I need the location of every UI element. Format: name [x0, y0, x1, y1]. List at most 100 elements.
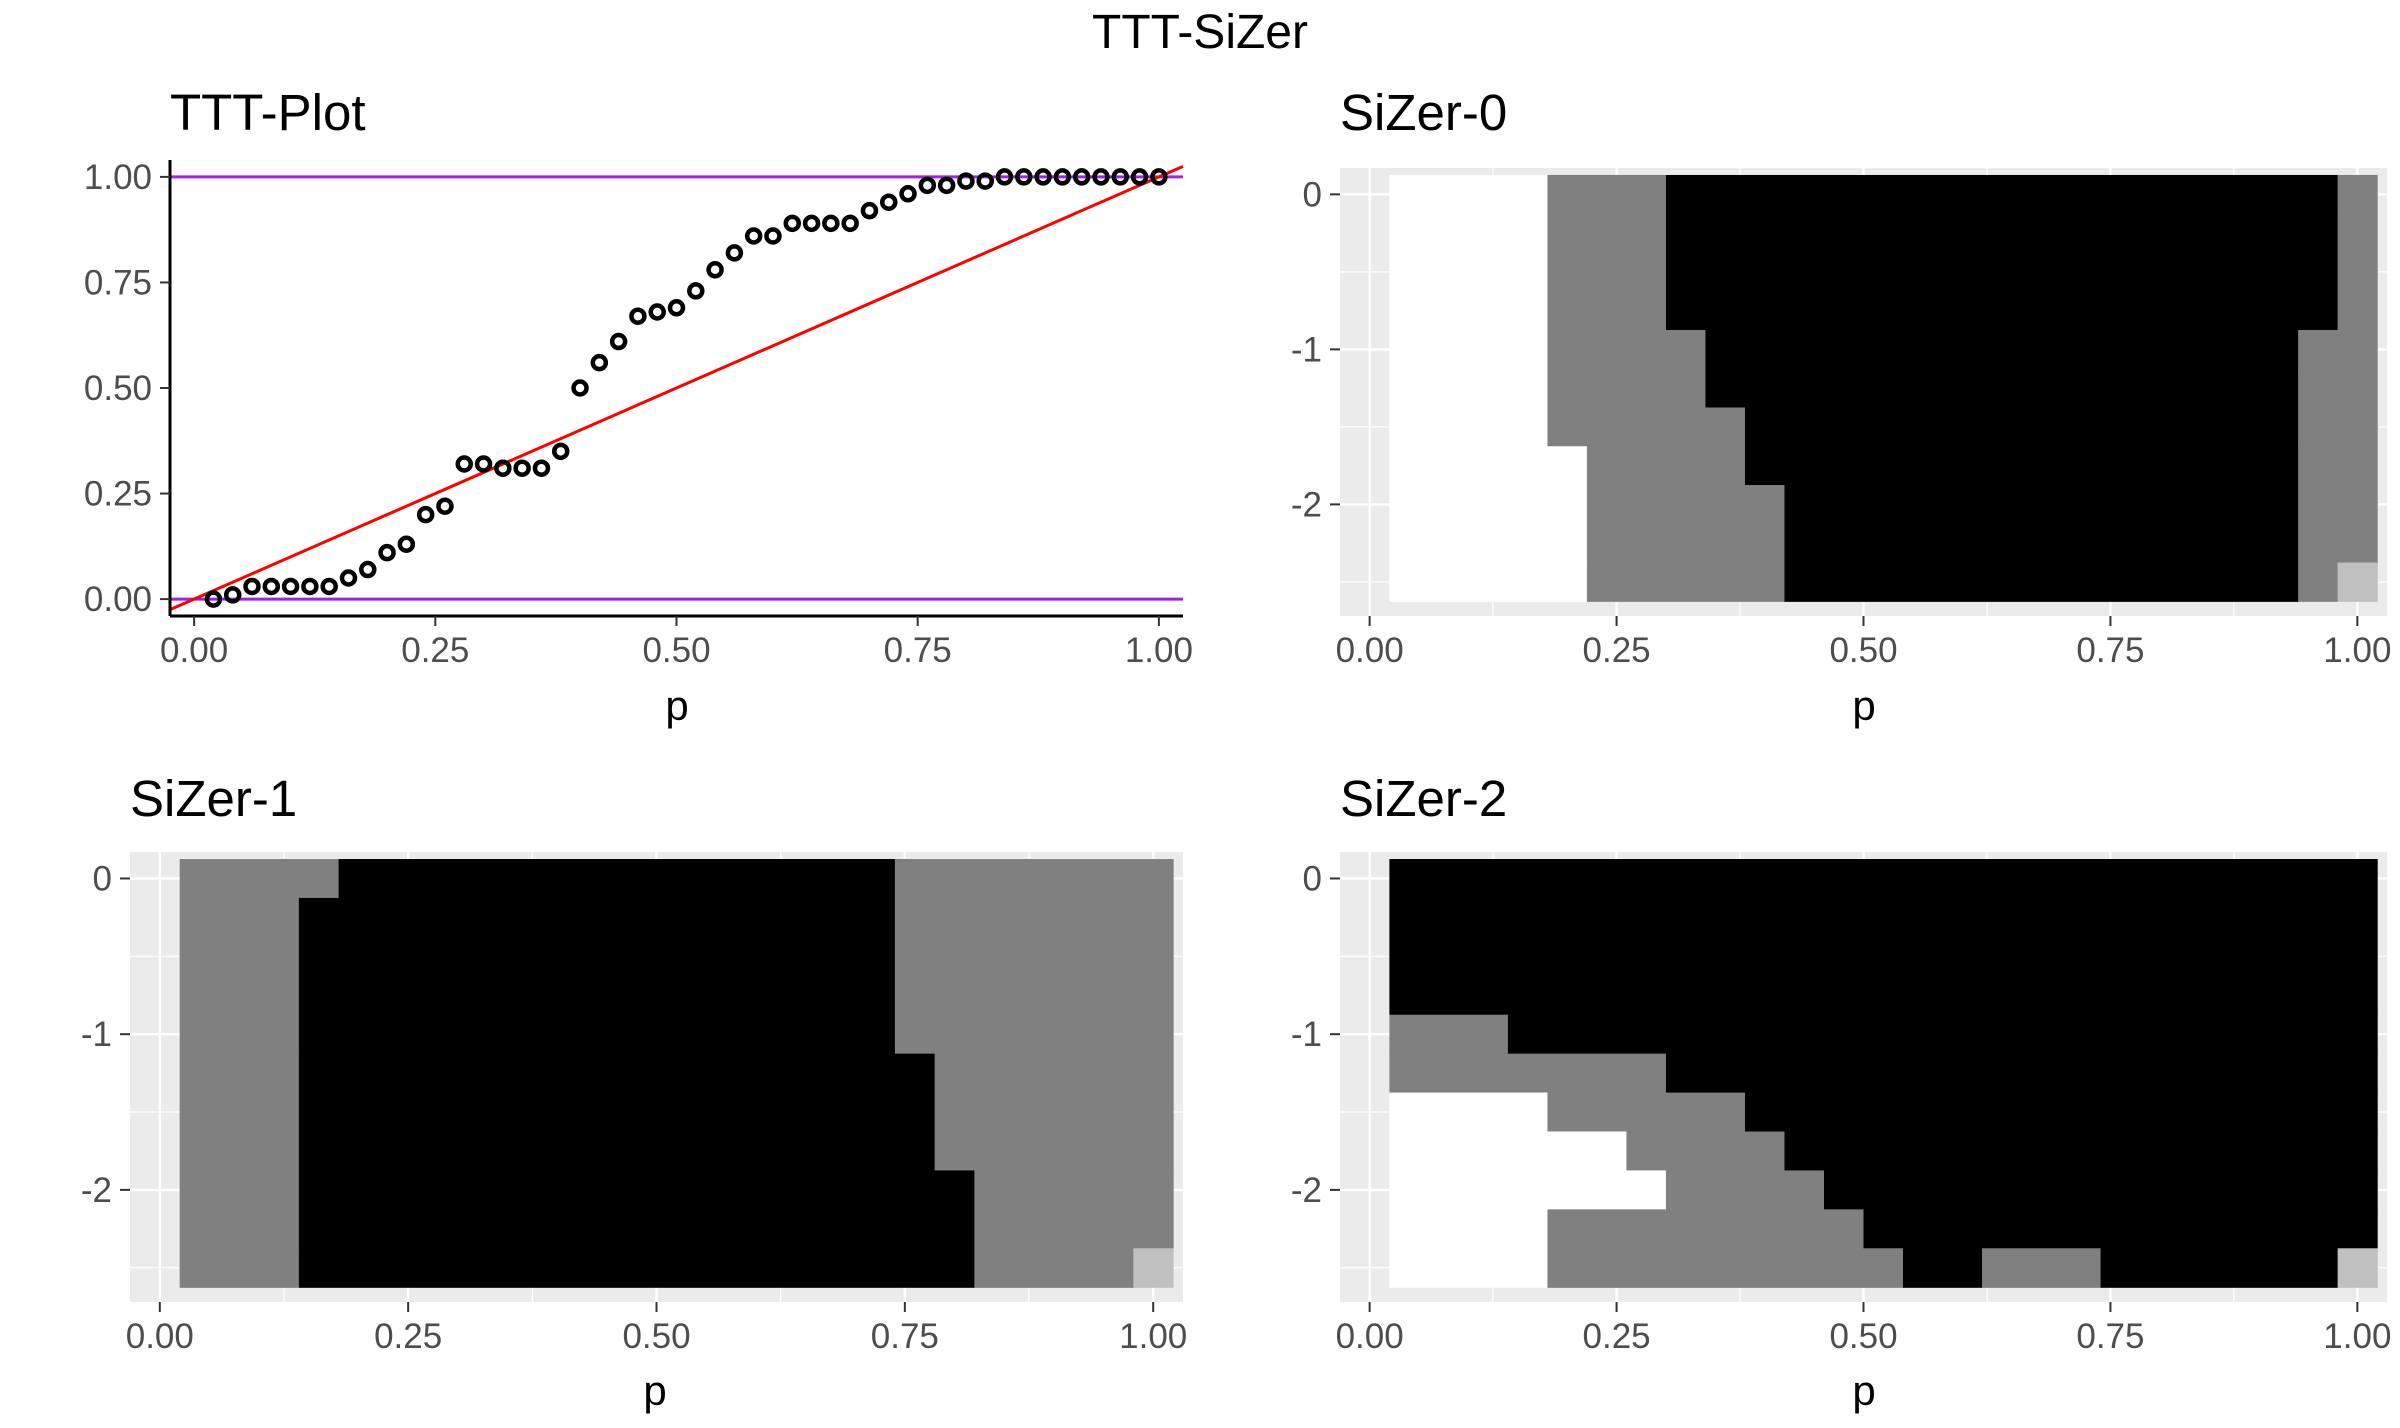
panel-sizer-1: SiZer-1 p 0 -1 -2 0.00 0.25 0.50 0.75 1.00: [81, 770, 1187, 1414]
heatmap-cell: [1586, 562, 1786, 602]
heatmap-cell: [1389, 1170, 1667, 1210]
heatmap-cell: [1389, 1209, 1549, 1249]
data-point: [223, 586, 242, 604]
heatmap-cell: [1903, 1248, 1983, 1288]
heatmap-cell: [1744, 1092, 2378, 1133]
x-tick-label: 0.25: [374, 1317, 442, 1356]
heatmap-cell: [1389, 859, 2378, 1016]
figure-title: TTT-SiZer: [1092, 6, 1308, 59]
heatmap-cell: [1389, 329, 1549, 370]
heatmap-cell: [1665, 1053, 2378, 1094]
data-point: [590, 353, 609, 372]
heatmap-cell: [2337, 213, 2378, 331]
heatmap-cell: [298, 1053, 936, 1172]
data-point: [281, 577, 300, 596]
data-point: [494, 459, 512, 477]
data-point: [1092, 168, 1110, 186]
heatmap-cell: [1389, 1248, 1549, 1288]
panel-title-sizer-0: SiZer-0: [1340, 84, 1507, 141]
data-point: [513, 459, 531, 477]
reference-line-diagonal: [169, 164, 1184, 612]
heatmap-cell: [1133, 1248, 1174, 1288]
data-point: [551, 442, 570, 461]
data-point: [1130, 168, 1149, 186]
y-tick-label: -2: [1291, 1171, 1322, 1210]
x-axis-label-ttt-plot: p: [665, 682, 688, 729]
data-point: [397, 535, 416, 553]
heatmap-cell: [1389, 485, 1588, 564]
x-tick-label: 1.00: [2323, 631, 2391, 670]
x-tick-label: 1.00: [1125, 631, 1193, 670]
data-point: [204, 590, 223, 608]
data-point: [783, 214, 802, 233]
y-tick-label: 0.50: [84, 369, 152, 408]
heatmap-cell: [298, 897, 896, 1055]
data-point: [243, 577, 261, 596]
data-point: [937, 176, 956, 195]
heatmap-cell: [1547, 1092, 1746, 1133]
data-point: [416, 505, 435, 524]
heatmap-cell: [338, 859, 896, 899]
panel-ttt-plot: TTT-Plot p 0.00 0.25 0.50 0.75 1.00 0.00 0.25 0…: [84, 84, 1193, 729]
y-tick-label: 0.00: [84, 580, 152, 619]
heatmap-cell: [1547, 1248, 1904, 1288]
heatmap-cell: [179, 897, 300, 1055]
data-point: [744, 227, 763, 245]
x-tick-label: 0.75: [871, 1317, 939, 1356]
panel-title-sizer-2: SiZer-2: [1340, 770, 1507, 827]
heatmap-cell: [1784, 562, 2299, 602]
heatmap-cell: [1389, 174, 1549, 215]
data-point: [879, 193, 898, 211]
heatmap-cell: [1705, 329, 2299, 370]
heatmap-cell: [1665, 1170, 1825, 1210]
y-tick-label: -2: [81, 1171, 112, 1210]
heatmap-cell: [179, 1170, 300, 1249]
data-point: [706, 261, 724, 279]
x-axis-label-sizer-1: p: [643, 1367, 666, 1414]
data-point: [436, 497, 454, 515]
x-tick-label: 0.00: [1336, 1317, 1404, 1356]
x-tick-label: 0.00: [1336, 631, 1404, 670]
data-point: [455, 455, 474, 473]
x-tick-label: 0.50: [1829, 631, 1897, 670]
y-tick-label: -2: [1291, 485, 1322, 524]
heatmap-cell: [2100, 1248, 2339, 1288]
data-point: [320, 577, 338, 596]
y-tick-label: 0: [1303, 175, 1322, 214]
heatmap-cell: [2337, 562, 2378, 602]
heatmap-cell: [1784, 1131, 2378, 1172]
heatmap-cell: [934, 1053, 1174, 1172]
x-tick-label: 0.25: [401, 631, 469, 670]
x-tick-label: 0.50: [622, 1317, 690, 1356]
data-point: [339, 569, 358, 587]
heatmap-cell: [1389, 1092, 1549, 1133]
heatmap-cell: [1547, 1209, 1865, 1249]
x-tick-label: 0.75: [884, 631, 952, 670]
data-point: [918, 176, 937, 195]
x-tick-label: 0.25: [1583, 1317, 1651, 1356]
data-point: [1015, 168, 1033, 186]
data-point: [648, 303, 666, 321]
heatmap-cell: [2337, 1248, 2378, 1288]
data-point: [532, 459, 551, 477]
y-tick-label: -1: [1291, 330, 1322, 369]
heatmap-cell: [179, 1053, 300, 1172]
y-tick-label: 0: [1303, 859, 1322, 898]
heatmap-cell: [1389, 1131, 1628, 1172]
heatmap-cell: [1389, 213, 1549, 331]
data-point: [474, 455, 493, 473]
data-point: [359, 560, 377, 579]
x-tick-label: 0.50: [642, 631, 710, 670]
data-point: [1034, 168, 1052, 186]
panel-sizer-0: SiZer-0 p 0 -1 -2 0.00 0.25 0.50 0.75 1.00: [1291, 84, 2392, 729]
data-point: [262, 577, 281, 596]
heatmap-cell: [1389, 1014, 1509, 1055]
data-point: [802, 214, 821, 233]
data-point: [571, 379, 589, 397]
heatmap-cell: [2298, 368, 2378, 409]
data-point: [629, 307, 647, 325]
data-point: [301, 577, 319, 596]
heatmap-cell: [298, 1170, 975, 1249]
data-point: [1111, 168, 1130, 186]
